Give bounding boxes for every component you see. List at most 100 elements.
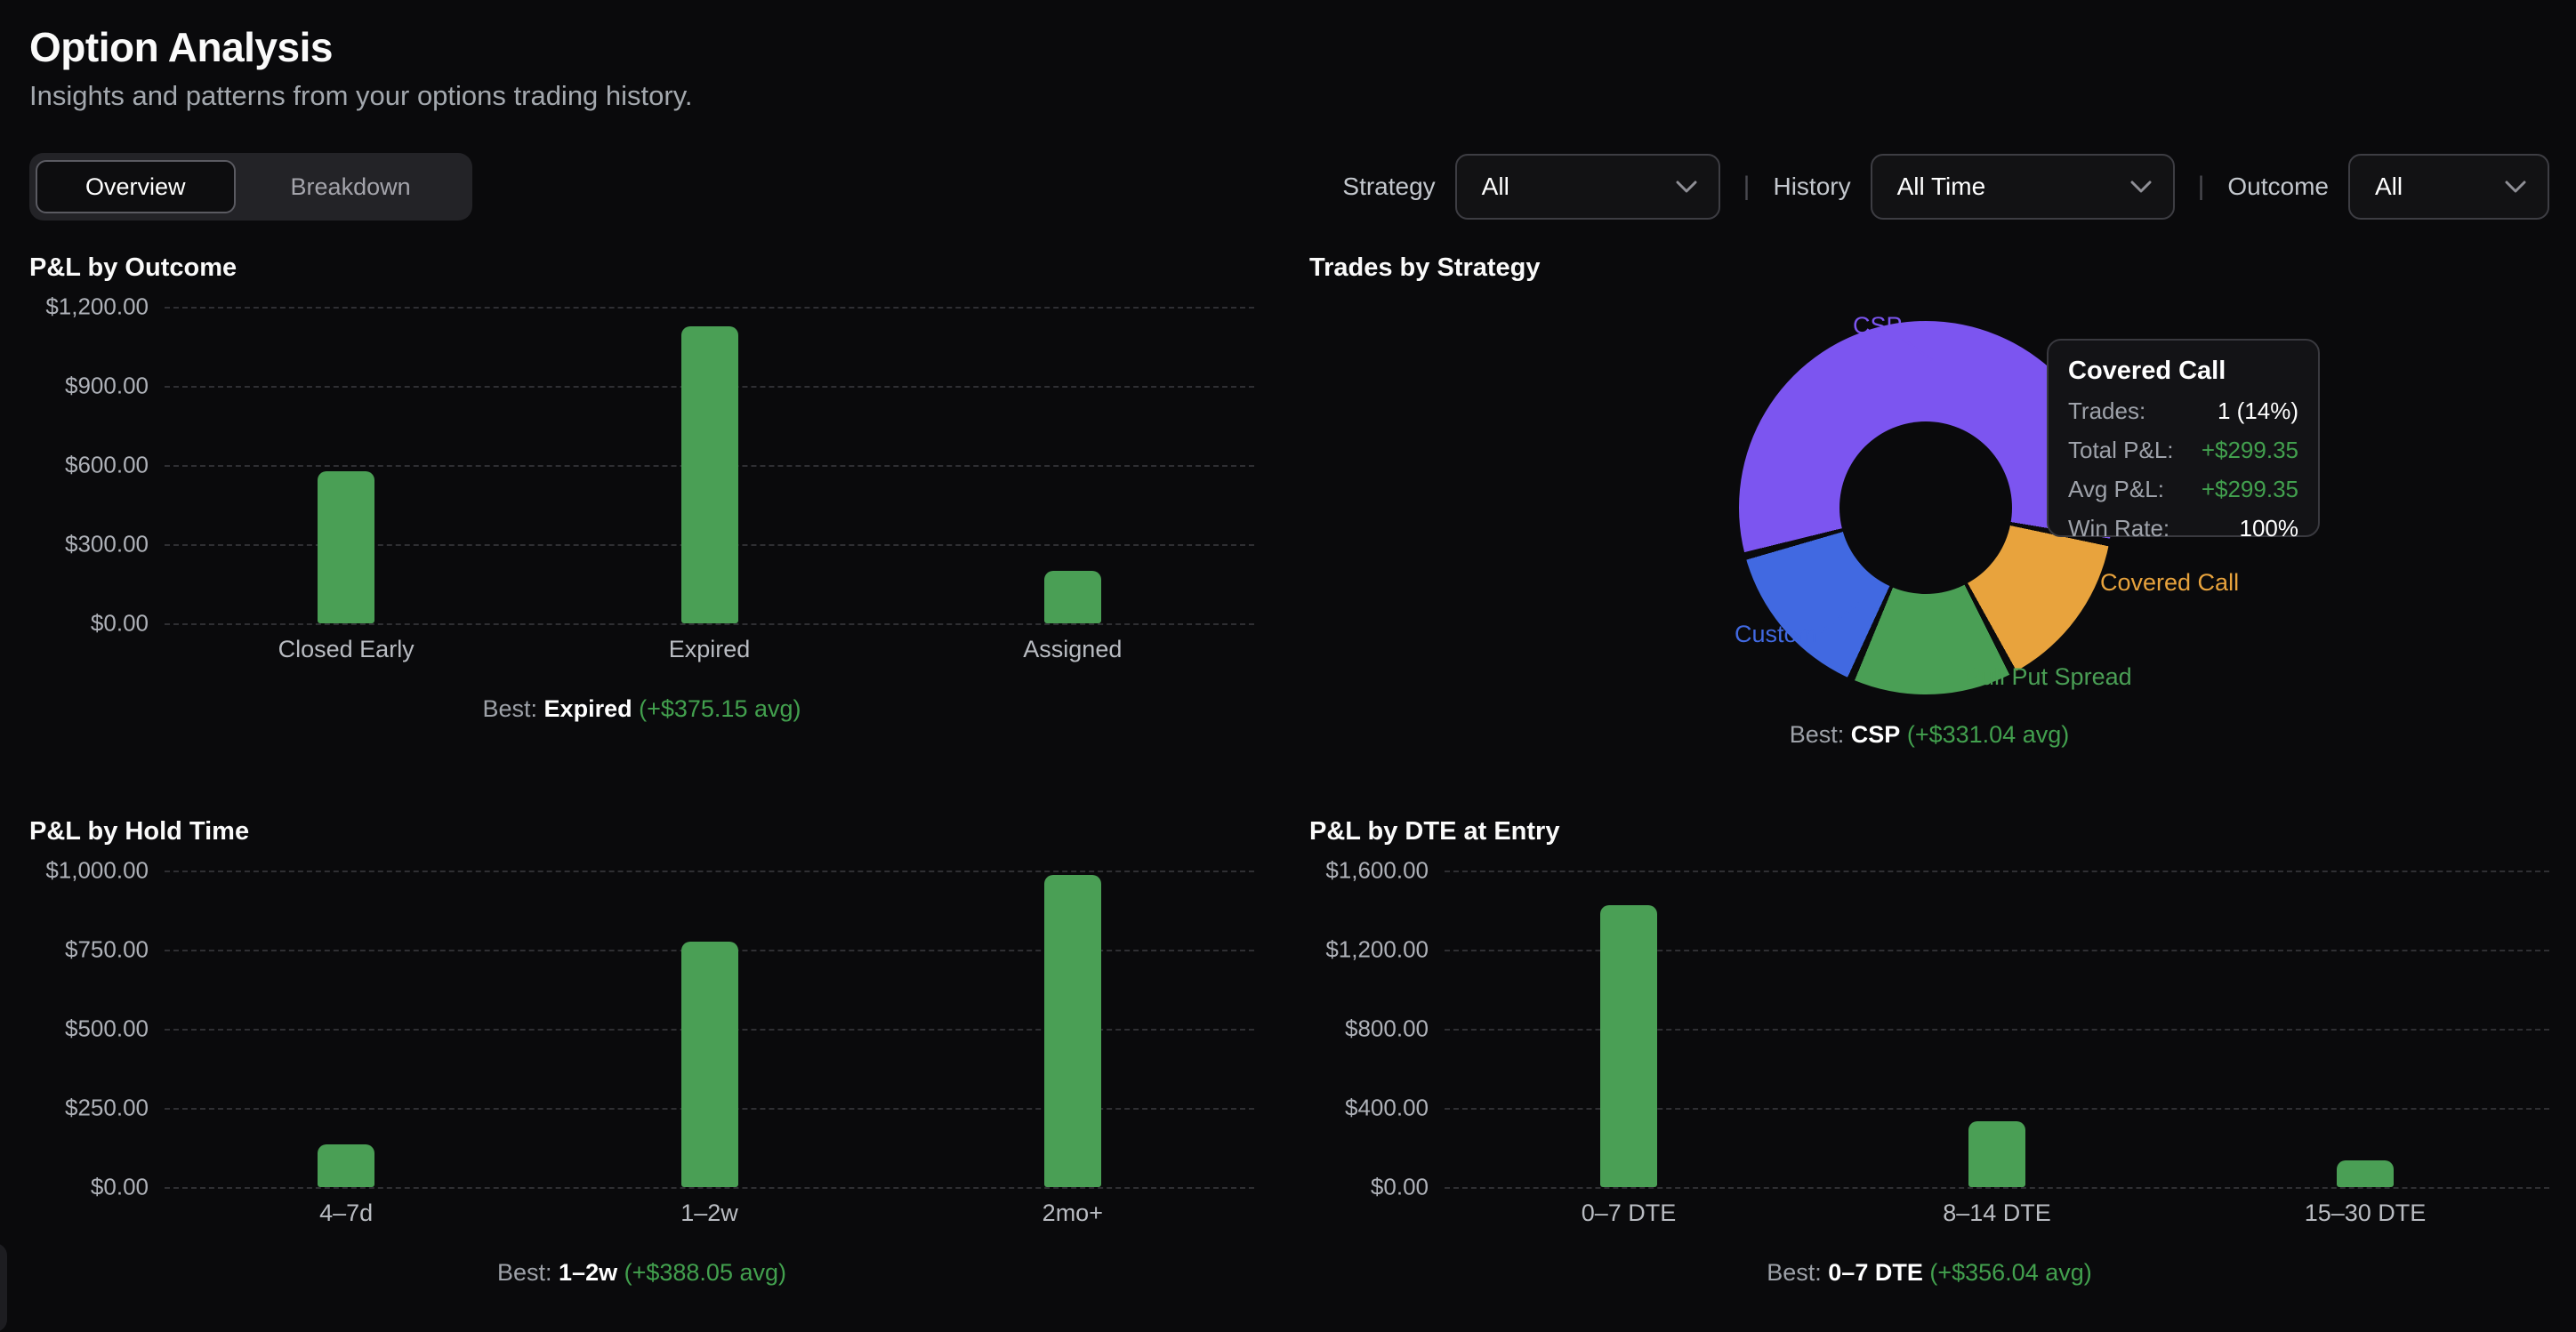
best-avg: (+$375.15 avg) bbox=[639, 695, 801, 722]
gridline bbox=[165, 1187, 1254, 1189]
gridline bbox=[1445, 1187, 2549, 1189]
y-tick-label: $1,200.00 bbox=[1325, 935, 1429, 963]
tooltip-row-label: Trades: bbox=[2068, 397, 2146, 424]
x-category-label: 2mo+ bbox=[1042, 1200, 1103, 1226]
best-category: CSP bbox=[1850, 721, 1901, 748]
tooltip-row: Trades: 1 (14%) bbox=[2068, 397, 2298, 425]
y-tick-label: $900.00 bbox=[65, 372, 149, 399]
filter-separator: | bbox=[1743, 172, 1751, 201]
plot-area bbox=[165, 307, 1254, 625]
x-axis-labels: Closed Early Expired Assigned bbox=[165, 636, 1254, 663]
strategy-select[interactable]: All bbox=[1454, 154, 1720, 220]
best-avg: (+$331.04 avg) bbox=[1906, 721, 2070, 748]
y-tick-label: $750.00 bbox=[65, 935, 149, 963]
x-category-label: Assigned bbox=[1023, 636, 1123, 662]
x-category-label: 1–2w bbox=[680, 1200, 738, 1226]
tooltip-row: Avg P&L: +$299.35 bbox=[2068, 476, 2298, 503]
x-category-label: 4–7d bbox=[319, 1200, 374, 1226]
bar-chart: $1,600.00 $1,200.00 $800.00 $400.00 $0.00 bbox=[1309, 857, 2549, 1200]
best-prefix: Best: bbox=[1767, 1259, 1822, 1286]
y-tick-label: $0.00 bbox=[90, 1173, 149, 1200]
chart-title: P&L by Hold Time bbox=[29, 817, 250, 846]
chevron-down-icon bbox=[2505, 181, 2526, 194]
best-avg: (+$388.05 avg) bbox=[624, 1259, 786, 1286]
x-category-label: Expired bbox=[668, 636, 751, 662]
best-category: 0–7 DTE bbox=[1828, 1259, 1923, 1286]
controls-row: Overview Breakdown Strategy All | Histor… bbox=[29, 153, 2549, 221]
x-category-label: 15–30 DTE bbox=[2304, 1200, 2427, 1226]
bar-2mo-[interactable] bbox=[1043, 875, 1101, 1187]
best-prefix: Best: bbox=[496, 1259, 552, 1286]
y-axis: $1,000.00 $750.00 $500.00 $250.00 $0.00 bbox=[29, 857, 165, 1200]
page-subtitle: Insights and patterns from your options … bbox=[29, 80, 693, 111]
tooltip-row-value: +$299.35 bbox=[2201, 437, 2298, 463]
outcome-select[interactable]: All bbox=[2348, 154, 2549, 220]
best-prefix: Best: bbox=[482, 695, 538, 722]
bar-assigned[interactable] bbox=[1043, 571, 1101, 623]
bar-4-7d[interactable] bbox=[318, 1144, 375, 1187]
bar-chart: $1,200.00 $900.00 $600.00 $300.00 $0.00 bbox=[29, 293, 1254, 637]
slice-label-bull-put-spread: Bull Put Spread bbox=[1965, 663, 2132, 690]
tooltip-row-value: 1 (14%) bbox=[2217, 397, 2298, 424]
view-tabs: Overview Breakdown bbox=[29, 153, 472, 221]
gridline bbox=[1445, 1108, 2549, 1110]
bar-expired[interactable] bbox=[680, 326, 738, 623]
x-category-label: Closed Early bbox=[278, 636, 415, 662]
best-category: 1–2w bbox=[559, 1259, 618, 1286]
best-summary: Best: CSP (+$331.04 avg) bbox=[1309, 721, 2549, 750]
x-category-label: 0–7 DTE bbox=[1581, 1200, 1677, 1226]
bar-0-7-dte[interactable] bbox=[1600, 905, 1657, 1187]
slice-tooltip: Covered Call Trades: 1 (14%) Total P&L: +$2… bbox=[2047, 339, 2320, 542]
chart-trades-by-strategy: Trades by Strategy CSP Covered Call Bull… bbox=[1309, 253, 2549, 750]
bar-15-30-dte[interactable] bbox=[2337, 1160, 2394, 1187]
history-select-value: All Time bbox=[1896, 173, 1986, 200]
chart-pnl-by-outcome: P&L by Outcome $1,200.00 $900.00 $600.00 $3… bbox=[29, 253, 1254, 750]
filter-separator: | bbox=[2197, 172, 2205, 201]
best-avg: (+$356.04 avg) bbox=[1929, 1259, 2092, 1286]
y-axis: $1,600.00 $1,200.00 $800.00 $400.00 $0.00 bbox=[1309, 857, 1445, 1200]
gridline bbox=[1445, 1029, 2549, 1031]
strategy-filter-label: Strategy bbox=[1342, 173, 1436, 200]
best-prefix: Best: bbox=[1789, 721, 1845, 748]
outcome-select-value: All bbox=[2375, 173, 2403, 200]
gridline bbox=[165, 307, 1254, 309]
chart-pnl-by-hold-time: P&L by Hold Time $1,000.00 $750.00 $500.00… bbox=[29, 817, 1254, 1288]
y-tick-label: $250.00 bbox=[65, 1094, 149, 1121]
plot-area bbox=[1445, 871, 2549, 1189]
y-axis: $1,200.00 $900.00 $600.00 $300.00 $0.00 bbox=[29, 293, 165, 637]
gridline bbox=[165, 623, 1254, 625]
filters: Strategy All | History All Time | Outcom… bbox=[1342, 154, 2549, 220]
tooltip-title: Covered Call bbox=[2068, 357, 2226, 385]
y-tick-label: $600.00 bbox=[65, 451, 149, 478]
bar-8-14-dte[interactable] bbox=[1968, 1121, 2025, 1187]
chevron-down-icon bbox=[2130, 181, 2152, 194]
y-tick-label: $500.00 bbox=[65, 1015, 149, 1042]
slice-label-custom: Custom bbox=[1735, 621, 1818, 647]
y-tick-label: $300.00 bbox=[65, 530, 149, 558]
tooltip-row-label: Win Rate: bbox=[2068, 515, 2170, 542]
y-tick-label: $1,000.00 bbox=[45, 856, 149, 884]
x-category-label: 8–14 DTE bbox=[1943, 1200, 2051, 1226]
tooltip-row-label: Avg P&L: bbox=[2068, 476, 2164, 502]
best-category: Expired bbox=[543, 695, 632, 722]
tab-overview[interactable]: Overview bbox=[36, 160, 236, 213]
tooltip-row-label: Total P&L: bbox=[2068, 437, 2174, 463]
history-select[interactable]: All Time bbox=[1870, 154, 2175, 220]
tooltip-row: Win Rate: 100% bbox=[2068, 515, 2298, 542]
strategy-select-value: All bbox=[1481, 173, 1509, 200]
chart-title: Trades by Strategy bbox=[1309, 253, 1541, 282]
y-tick-label: $800.00 bbox=[1345, 1015, 1429, 1042]
tab-breakdown[interactable]: Breakdown bbox=[290, 173, 411, 200]
plot-area bbox=[165, 871, 1254, 1189]
chevron-down-icon bbox=[1676, 181, 1697, 194]
chart-pnl-by-dte: P&L by DTE at Entry $1,600.00 $1,200.00 $8… bbox=[1309, 817, 2549, 1288]
history-filter-label: History bbox=[1773, 173, 1851, 200]
bar-chart: $1,000.00 $750.00 $500.00 $250.00 $0.00 bbox=[29, 857, 1254, 1200]
gridline bbox=[1445, 950, 2549, 951]
y-tick-label: $0.00 bbox=[1370, 1173, 1429, 1200]
x-axis-labels: 4–7d 1–2w 2mo+ bbox=[165, 1200, 1254, 1227]
tooltip-row-value: 100% bbox=[2239, 515, 2299, 542]
bar-closed-early[interactable] bbox=[318, 471, 375, 623]
y-tick-label: $0.00 bbox=[90, 609, 149, 637]
bar-1-2w[interactable] bbox=[680, 942, 738, 1187]
